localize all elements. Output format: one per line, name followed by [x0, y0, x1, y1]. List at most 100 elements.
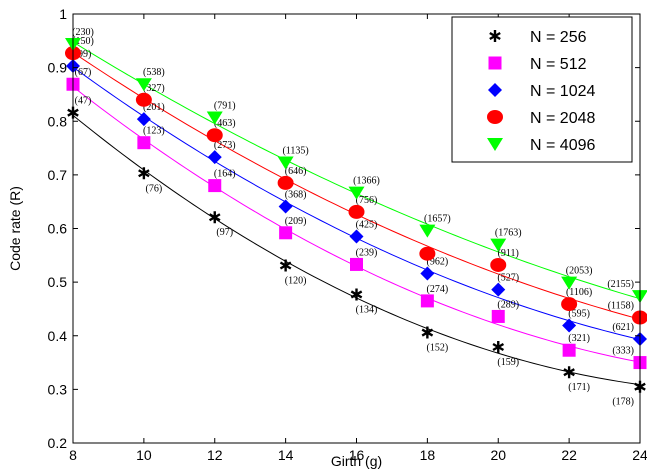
point-annotation: (756) — [356, 195, 378, 206]
x-tick-label: 14 — [278, 447, 294, 463]
data-point — [491, 309, 505, 323]
point-annotation: (646) — [285, 166, 307, 177]
point-annotation: (1366) — [353, 176, 380, 187]
point-annotation: (67) — [75, 67, 92, 78]
point-annotation: (209) — [285, 216, 307, 227]
legend-entry: N = 256 — [530, 29, 587, 46]
point-annotation: (76) — [146, 183, 163, 194]
data-point — [348, 186, 365, 200]
point-annotation: (99) — [75, 49, 92, 60]
data-point — [277, 175, 294, 190]
x-tick-label: 18 — [420, 447, 436, 463]
x-tick-label: 20 — [490, 447, 506, 463]
point-annotation: (134) — [356, 304, 378, 315]
y-tick-label: 0.2 — [48, 435, 68, 451]
data-point — [563, 366, 575, 379]
point-annotation: (1763) — [495, 228, 522, 239]
x-tick-label: 12 — [207, 447, 223, 463]
data-point — [491, 282, 506, 297]
point-annotation: (1158) — [608, 301, 634, 312]
data-point — [420, 294, 434, 308]
y-tick-label: 0.6 — [48, 221, 68, 237]
point-annotation: (1106) — [566, 287, 592, 298]
legend-entry: N = 1024 — [530, 83, 595, 100]
point-annotation: (962) — [427, 257, 449, 268]
point-annotation: (333) — [612, 346, 634, 357]
point-annotation: (327) — [143, 83, 165, 94]
point-annotation: (150) — [72, 36, 94, 47]
point-annotation: (368) — [285, 190, 307, 201]
point-annotation: (791) — [214, 100, 236, 111]
data-point — [419, 246, 436, 261]
point-annotation: (274) — [427, 284, 449, 295]
point-annotation: (911) — [498, 248, 519, 259]
axis-ticks: 8 10 12 14 16 18 20 22 24 0.2 0.3 0.4 0.5 0.6 0.7 0.8 0.… — [48, 6, 647, 463]
x-tick-label: 24 — [632, 447, 647, 463]
data-point — [279, 259, 292, 272]
data-point — [137, 136, 151, 150]
data-point — [492, 341, 505, 354]
point-annotation: (621) — [612, 322, 634, 333]
legend: N = 256 N = 512 N = 1024 N = 2048 N = 4096 — [451, 16, 633, 163]
point-annotation: (159) — [497, 357, 519, 368]
data-point — [135, 92, 152, 107]
point-annotation: (538) — [143, 67, 165, 78]
data-point — [136, 112, 151, 127]
data-point — [562, 343, 576, 357]
data-point — [490, 257, 507, 272]
point-annotation: (239) — [356, 247, 378, 258]
point-annotation: (152) — [427, 343, 449, 354]
x-tick-label: 10 — [136, 447, 152, 463]
data-point — [349, 229, 364, 244]
data-point — [348, 204, 365, 219]
legend-entry: N = 2048 — [530, 110, 595, 127]
y-axis-label: Code rate (R) — [7, 186, 23, 271]
legend-marker — [488, 56, 502, 70]
legend-marker — [489, 30, 501, 42]
data-point — [206, 128, 223, 143]
point-annotation: (2155) — [607, 279, 634, 290]
data-point — [420, 266, 435, 281]
legend-entry: N = 512 — [530, 56, 587, 73]
y-tick-label: 0.8 — [48, 113, 68, 129]
point-annotation: (123) — [143, 126, 165, 137]
point-annotation: (1657) — [424, 214, 451, 225]
y-tick-label: 1 — [59, 6, 67, 22]
data-point — [279, 226, 293, 240]
data-point — [135, 78, 152, 92]
data-point — [350, 288, 363, 301]
point-annotation: (230) — [72, 27, 94, 38]
point-annotation: (527) — [497, 273, 519, 284]
annotations: (47) (76) (97) (120) (134) (152) (159) (171) (17… — [72, 27, 634, 408]
data-point — [561, 276, 578, 290]
point-annotation: (120) — [285, 276, 307, 287]
point-annotation: (47) — [75, 96, 92, 107]
point-annotation: (178) — [612, 397, 634, 408]
data-point — [419, 224, 436, 238]
y-tick-label: 0.9 — [48, 60, 68, 76]
point-annotation: (164) — [214, 169, 236, 180]
y-tick-label: 0.7 — [48, 167, 68, 183]
point-annotation: (463) — [214, 118, 236, 129]
point-annotation: (2053) — [566, 266, 593, 277]
legend-entry: N = 4096 — [530, 137, 595, 154]
x-tick-label: 8 — [69, 447, 77, 463]
y-tick-label: 0.5 — [48, 274, 68, 290]
data-point — [278, 199, 293, 214]
data-point — [207, 150, 222, 165]
data-point — [421, 326, 434, 339]
point-annotation: (595) — [568, 309, 590, 320]
point-annotation: (289) — [497, 299, 519, 310]
data-point — [561, 297, 578, 312]
point-annotation: (425) — [356, 220, 378, 231]
data-point — [208, 211, 221, 224]
point-annotation: (273) — [214, 140, 236, 151]
data-point — [562, 318, 577, 333]
legend-marker — [488, 83, 502, 97]
data-point — [490, 238, 507, 252]
data-point — [208, 179, 222, 193]
legend-marker — [487, 110, 503, 124]
point-annotation: (321) — [568, 333, 590, 344]
y-tick-label: 0.4 — [48, 328, 68, 344]
